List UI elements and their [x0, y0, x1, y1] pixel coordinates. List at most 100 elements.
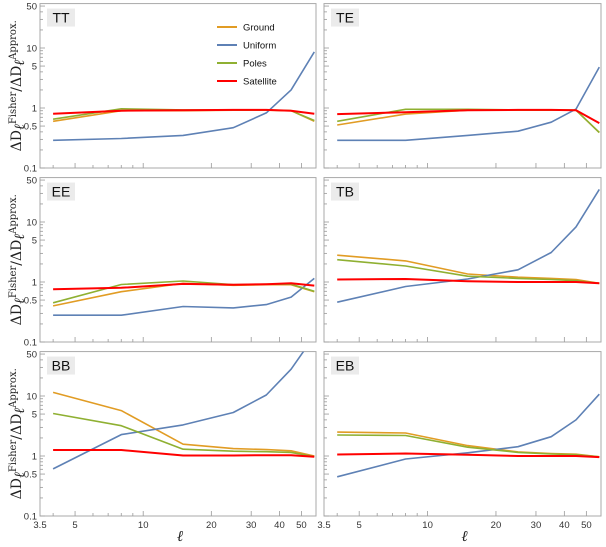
series-line-poles	[52, 412, 315, 458]
series-line-satellite	[53, 282, 315, 291]
panel-te: TE	[323, 3, 602, 169]
y-label-sup_den: Approx.	[8, 20, 19, 61]
panel-label-bg	[47, 356, 75, 375]
legend-label: Ground	[243, 23, 275, 34]
series-line-poles	[337, 258, 600, 285]
x-tick-label: 20	[491, 520, 502, 531]
x-axis-label: ℓ	[177, 527, 183, 545]
y-tick-label: 10	[26, 218, 37, 229]
y-label-sub: ℓ	[12, 408, 28, 414]
x-axis-label: ℓ	[461, 527, 467, 545]
legend-label: Uniform	[243, 41, 276, 52]
y-label-sub: ℓ	[12, 298, 28, 304]
series-line-satellite	[53, 108, 315, 115]
y-label-delta: ΔD	[9, 240, 25, 261]
panel-frame	[39, 3, 317, 169]
series-line-ground	[52, 391, 315, 457]
panel-title: TE	[336, 10, 354, 26]
series-group	[52, 51, 315, 142]
panel-title: TB	[336, 184, 354, 200]
x-tick-label: 3.5	[317, 520, 330, 531]
x-tick-label: 3.5	[33, 520, 46, 531]
y-label-delta: ΔD	[9, 130, 25, 151]
y-tick-label: 50	[26, 350, 37, 361]
y-tick-label: 0.1	[24, 338, 37, 349]
series-line-ground	[337, 254, 600, 285]
y-tick-label: 5	[32, 62, 37, 73]
y-label-sub: ℓ	[12, 124, 28, 130]
legend-label: Poles	[243, 59, 267, 70]
series-line-poles	[337, 434, 600, 458]
y-tick-label: 0.1	[24, 164, 37, 175]
panel-title: TT	[52, 10, 70, 26]
panel-tb: TB	[323, 177, 602, 343]
y-tick-label: 1	[32, 104, 37, 115]
series-group	[52, 351, 315, 470]
panel-title: EB	[336, 358, 355, 374]
panel-title: EE	[52, 184, 71, 200]
series-line-uniform	[52, 351, 305, 470]
x-tick-label: 20	[206, 520, 217, 531]
series-line-uniform	[53, 277, 315, 317]
y-label-slash: /	[9, 261, 25, 266]
x-tick-label: 30	[531, 520, 542, 531]
y-tick-label: 10	[26, 392, 37, 403]
x-tick-label: 40	[274, 520, 285, 531]
y-tick-label: 50	[26, 2, 37, 13]
x-tick-label: 40	[559, 520, 570, 531]
y-tick-label: 50	[26, 176, 37, 187]
panel-label-bg	[47, 182, 75, 201]
panel-frame	[323, 3, 602, 169]
series-line-uniform	[337, 66, 600, 142]
x-tick-label: 30	[246, 520, 257, 531]
y-tick-label: 5	[32, 236, 37, 247]
series-line-uniform	[337, 188, 600, 303]
y-label-sup_den: Approx.	[8, 368, 19, 409]
panel-frame	[39, 351, 317, 517]
panel-tt: 0.1 0.5 1 5 10 50 TT ΔDℓFisher/ΔDℓApprox. Ground…	[8, 2, 317, 175]
series-line-satellite	[337, 108, 600, 124]
y-tick-label: 0.1	[24, 512, 37, 523]
panel-label-bg	[331, 356, 359, 375]
series-group	[52, 277, 315, 317]
series-line-satellite	[337, 278, 600, 285]
y-label-sub: ℓ	[12, 472, 28, 478]
y-label-sup_num: Fisher	[8, 92, 19, 125]
x-tick-label: 5	[72, 520, 77, 531]
y-label-delta: ΔD	[9, 478, 25, 499]
y-tick-label: 0.5	[24, 122, 37, 133]
panel-frame	[323, 177, 602, 343]
series-group	[337, 66, 600, 142]
y-axis-label: ΔDℓFisher/ΔDℓApprox.	[8, 368, 28, 499]
legend-label: Satellite	[243, 77, 277, 88]
y-tick-label: 0.5	[24, 296, 37, 307]
panel-label-bg	[47, 8, 75, 27]
y-label-delta: ΔD	[9, 304, 25, 325]
y-tick-label: 10	[26, 44, 37, 55]
x-tick-label: 50	[581, 520, 592, 531]
panel-label-bg	[331, 8, 359, 27]
y-tick-label: 1	[32, 452, 37, 463]
y-label-sub: ℓ	[12, 60, 28, 66]
series-group	[337, 188, 600, 303]
panel-title: BB	[52, 358, 71, 374]
y-label-sup_den: Approx.	[8, 194, 19, 235]
series-line-satellite	[53, 449, 315, 458]
series-line-satellite	[337, 452, 600, 459]
y-axis-label: ΔDℓFisher/ΔDℓApprox.	[8, 20, 28, 151]
panel-label-bg	[331, 182, 359, 201]
y-label-sup_num: Fisher	[8, 440, 19, 473]
x-tick-label: 10	[138, 520, 149, 531]
x-tick-label: 5	[357, 520, 362, 531]
y-axis-label: ΔDℓFisher/ΔDℓApprox.	[8, 194, 28, 325]
panel-frame	[323, 351, 602, 517]
series-line-uniform	[336, 393, 600, 478]
panel-frame	[39, 177, 317, 343]
panel-eb: 3.5 5 10 20 30 40 50 EB ℓ	[317, 351, 602, 545]
y-label-delta: ΔD	[9, 66, 25, 87]
y-label-delta: ΔD	[9, 414, 25, 435]
x-tick-label: 10	[422, 520, 433, 531]
